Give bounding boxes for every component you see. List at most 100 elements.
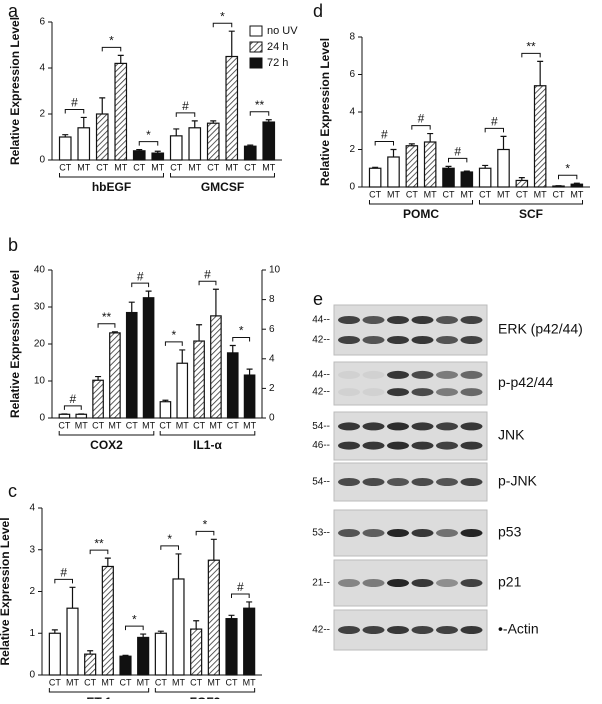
x-tick-label: MT [497,189,510,199]
error-bar [247,369,253,375]
band [436,529,458,537]
bar [134,151,145,160]
band [363,388,385,396]
significance-label: * [203,517,208,531]
significance-label: ** [255,98,265,112]
significance-label: # [69,392,76,406]
group-bracket [369,200,472,204]
bar [59,414,69,418]
y-tick-label: 0 [349,182,355,193]
x-tick-label: MT [151,162,164,172]
x-tick-label: MT [209,420,222,430]
significance-label: * [132,612,137,626]
band [461,442,483,450]
error-bar [173,129,179,136]
band [461,336,483,344]
band [412,336,434,344]
error-bar [118,55,124,63]
y-tick-label: 20 [34,339,46,350]
group-label: hbEGF [92,180,131,194]
bar [211,316,221,418]
significance-bracket [139,142,158,146]
error-bar [246,602,252,608]
band [412,388,434,396]
bar [143,298,153,418]
band [338,442,360,450]
x-tick-label: MT [387,189,400,199]
bar [194,341,204,418]
y-tick-label: 30 [34,302,46,313]
band [436,478,458,486]
x-tick-label: CT [193,420,205,430]
x-tick-label: MT [66,677,79,687]
band [387,388,409,396]
y2-tick-label: 4 [269,353,275,364]
significance-bracket [232,594,250,598]
y-tick-label: 2 [349,144,355,155]
band [412,478,434,486]
band [363,579,385,587]
y-tick-label: 40 [34,265,46,276]
mw-marker: 44-- [312,315,330,326]
bar [226,619,237,675]
x-tick-label: MT [77,162,90,172]
y2-tick-label: 2 [269,383,275,394]
legend-label: 72 h [267,57,288,69]
x-tick-label: CT [244,162,256,172]
significance-label: # [60,565,67,579]
y-axis-label: Relative Expression Level [0,517,12,665]
band [436,388,458,396]
y-tick-label: 0 [39,413,45,424]
x-tick-label: MT [243,420,256,430]
bar [244,608,255,675]
x-tick-label: CT [479,189,491,199]
y-tick-label: 8 [349,32,355,43]
y2-tick-label: 8 [269,294,275,305]
bar [76,414,86,418]
bar [120,656,131,675]
significance-bracket [65,109,84,113]
y-tick-label: 2 [39,109,45,120]
error-bar [211,539,217,560]
x-tick-label: MT [225,162,238,172]
x-tick-label: CT [553,189,565,199]
y-tick-label: 6 [39,17,45,28]
protein-label: JNK [498,427,525,443]
bar [49,633,60,675]
significance-label: # [137,269,144,283]
protein-label: p21 [498,574,522,590]
bar [461,172,472,187]
x-tick-label: MT [188,162,201,172]
bar [516,180,527,187]
bar [173,579,184,675]
x-tick-label: CT [443,189,455,199]
significance-label: # [454,145,461,159]
bar [191,629,202,675]
significance-bracket [165,342,182,346]
x-tick-label: MT [207,677,220,687]
significance-label: ** [94,536,104,550]
bar [534,86,545,187]
bar [67,608,78,675]
protein-label: p-p42/44 [498,374,553,390]
bar [85,654,96,675]
x-tick-label: CT [92,420,104,430]
bar [138,637,149,675]
y-tick-label: 4 [39,63,45,74]
group-label: SCF [519,207,543,221]
legend-swatch [250,26,262,36]
significance-bracket [98,324,115,328]
x-tick-label: MT [243,677,256,687]
error-bar [179,350,185,363]
significance-bracket [126,626,144,630]
significance-label: * [565,161,570,175]
band [387,529,409,537]
band [363,336,385,344]
significance-bracket [90,550,108,554]
significance-bracket [250,112,269,116]
x-tick-label: CT [170,162,182,172]
bar [424,142,435,187]
group-label: POMC [403,207,439,221]
x-tick-label: MT [75,420,88,430]
blot-strip [334,412,487,460]
